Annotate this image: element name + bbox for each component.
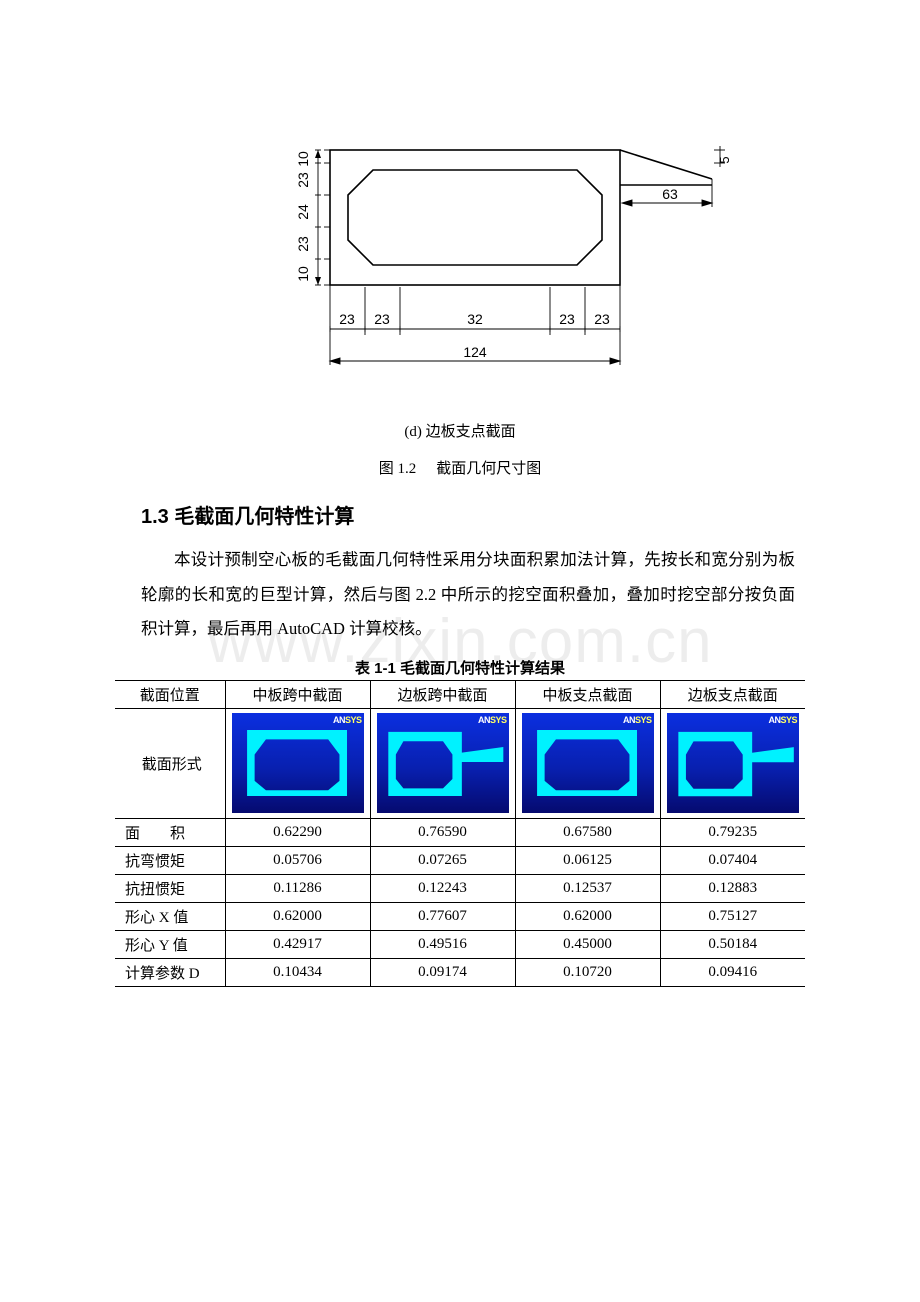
th: 截面位置 xyxy=(115,680,225,708)
th: 边板支点截面 xyxy=(660,680,805,708)
cell: 0.49516 xyxy=(370,930,515,958)
shape-row: 截面形式 ANSYS ANSYS ANSYS ANSYS xyxy=(115,708,805,818)
thumb-cell: ANSYS xyxy=(370,708,515,818)
table-row: 形心 Y 值 0.42917 0.49516 0.45000 0.50184 xyxy=(115,930,805,958)
cell: 0.67580 xyxy=(515,818,660,846)
cell: 0.42917 xyxy=(225,930,370,958)
cell: 0.45000 xyxy=(515,930,660,958)
table-row: 抗扭惯矩 0.11286 0.12243 0.12537 0.12883 xyxy=(115,874,805,902)
cell: 0.07265 xyxy=(370,846,515,874)
section-thumb-side: ANSYS xyxy=(377,713,509,813)
svg-text:10: 10 xyxy=(295,151,311,167)
svg-text:124: 124 xyxy=(463,344,487,360)
svg-text:23: 23 xyxy=(594,311,610,327)
section-thumb-side: ANSYS xyxy=(667,713,800,813)
svg-text:32: 32 xyxy=(467,311,483,327)
row-label: 计算参数 D xyxy=(115,958,225,986)
row-label: 形心 X 值 xyxy=(115,902,225,930)
th: 中板支点截面 xyxy=(515,680,660,708)
cell: 0.11286 xyxy=(225,874,370,902)
cell: 0.05706 xyxy=(225,846,370,874)
results-table: 截面位置 中板跨中截面 边板跨中截面 中板支点截面 边板支点截面 截面形式 AN… xyxy=(115,680,805,987)
cell: 0.79235 xyxy=(660,818,805,846)
svg-text:5: 5 xyxy=(717,156,730,163)
row-label: 形心 Y 值 xyxy=(115,930,225,958)
row-label: 面 积 xyxy=(115,818,225,846)
svg-text:23: 23 xyxy=(559,311,575,327)
cell: 0.09416 xyxy=(660,958,805,986)
row-label: 抗扭惯矩 xyxy=(115,874,225,902)
cell: 0.76590 xyxy=(370,818,515,846)
cell: 0.07404 xyxy=(660,846,805,874)
svg-text:23: 23 xyxy=(339,311,355,327)
cell: 0.50184 xyxy=(660,930,805,958)
thumb-cell: ANSYS xyxy=(225,708,370,818)
figure-number: 图 1.2 xyxy=(379,461,417,477)
page: 10 23 24 23 10 5 63 23 23 32 23 23 124 (… xyxy=(0,0,920,987)
cell: 0.62000 xyxy=(225,902,370,930)
svg-text:24: 24 xyxy=(295,204,311,220)
table-row: 面 积 0.62290 0.76590 0.67580 0.79235 xyxy=(115,818,805,846)
table-row: 形心 X 值 0.62000 0.77607 0.62000 0.75127 xyxy=(115,902,805,930)
svg-text:23: 23 xyxy=(295,236,311,252)
th: 边板跨中截面 xyxy=(370,680,515,708)
cell: 0.12537 xyxy=(515,874,660,902)
table-title: 表 1-1 毛截面几何特性计算结果 xyxy=(115,657,805,678)
cell: 0.06125 xyxy=(515,846,660,874)
svg-text:10: 10 xyxy=(295,266,311,282)
svg-text:23: 23 xyxy=(295,172,311,188)
cell: 0.12243 xyxy=(370,874,515,902)
cell: 0.75127 xyxy=(660,902,805,930)
row-label: 抗弯惯矩 xyxy=(115,846,225,874)
table-row: 抗弯惯矩 0.05706 0.07265 0.06125 0.07404 xyxy=(115,846,805,874)
cell: 0.62000 xyxy=(515,902,660,930)
row-label: 截面形式 xyxy=(115,708,225,818)
thumb-cell: ANSYS xyxy=(660,708,805,818)
cell: 0.12883 xyxy=(660,874,805,902)
caption-d: (d) 边板支点截面 xyxy=(115,420,805,441)
cell: 0.09174 xyxy=(370,958,515,986)
cell: 0.10720 xyxy=(515,958,660,986)
table-row: 计算参数 D 0.10434 0.09174 0.10720 0.09416 xyxy=(115,958,805,986)
cell: 0.62290 xyxy=(225,818,370,846)
th: 中板跨中截面 xyxy=(225,680,370,708)
figure-title: 截面几何尺寸图 xyxy=(436,461,541,477)
table-header-row: 截面位置 中板跨中截面 边板跨中截面 中板支点截面 边板支点截面 xyxy=(115,680,805,708)
section-heading: 1.3 毛截面几何特性计算 xyxy=(141,500,805,529)
paragraph: 本设计预制空心板的毛截面几何特性采用分块面积累加法计算，先按长和宽分别为板轮廓的… xyxy=(141,543,795,647)
figure-caption: 图 1.2 截面几何尺寸图 xyxy=(115,457,805,478)
section-thumb-mid: ANSYS xyxy=(522,713,654,813)
thumb-cell: ANSYS xyxy=(515,708,660,818)
section-thumb-mid: ANSYS xyxy=(232,713,364,813)
cross-section-diagram: 10 23 24 23 10 5 63 23 23 32 23 23 124 xyxy=(190,130,730,390)
svg-text:23: 23 xyxy=(374,311,390,327)
cell: 0.10434 xyxy=(225,958,370,986)
svg-text:63: 63 xyxy=(662,186,678,202)
cell: 0.77607 xyxy=(370,902,515,930)
